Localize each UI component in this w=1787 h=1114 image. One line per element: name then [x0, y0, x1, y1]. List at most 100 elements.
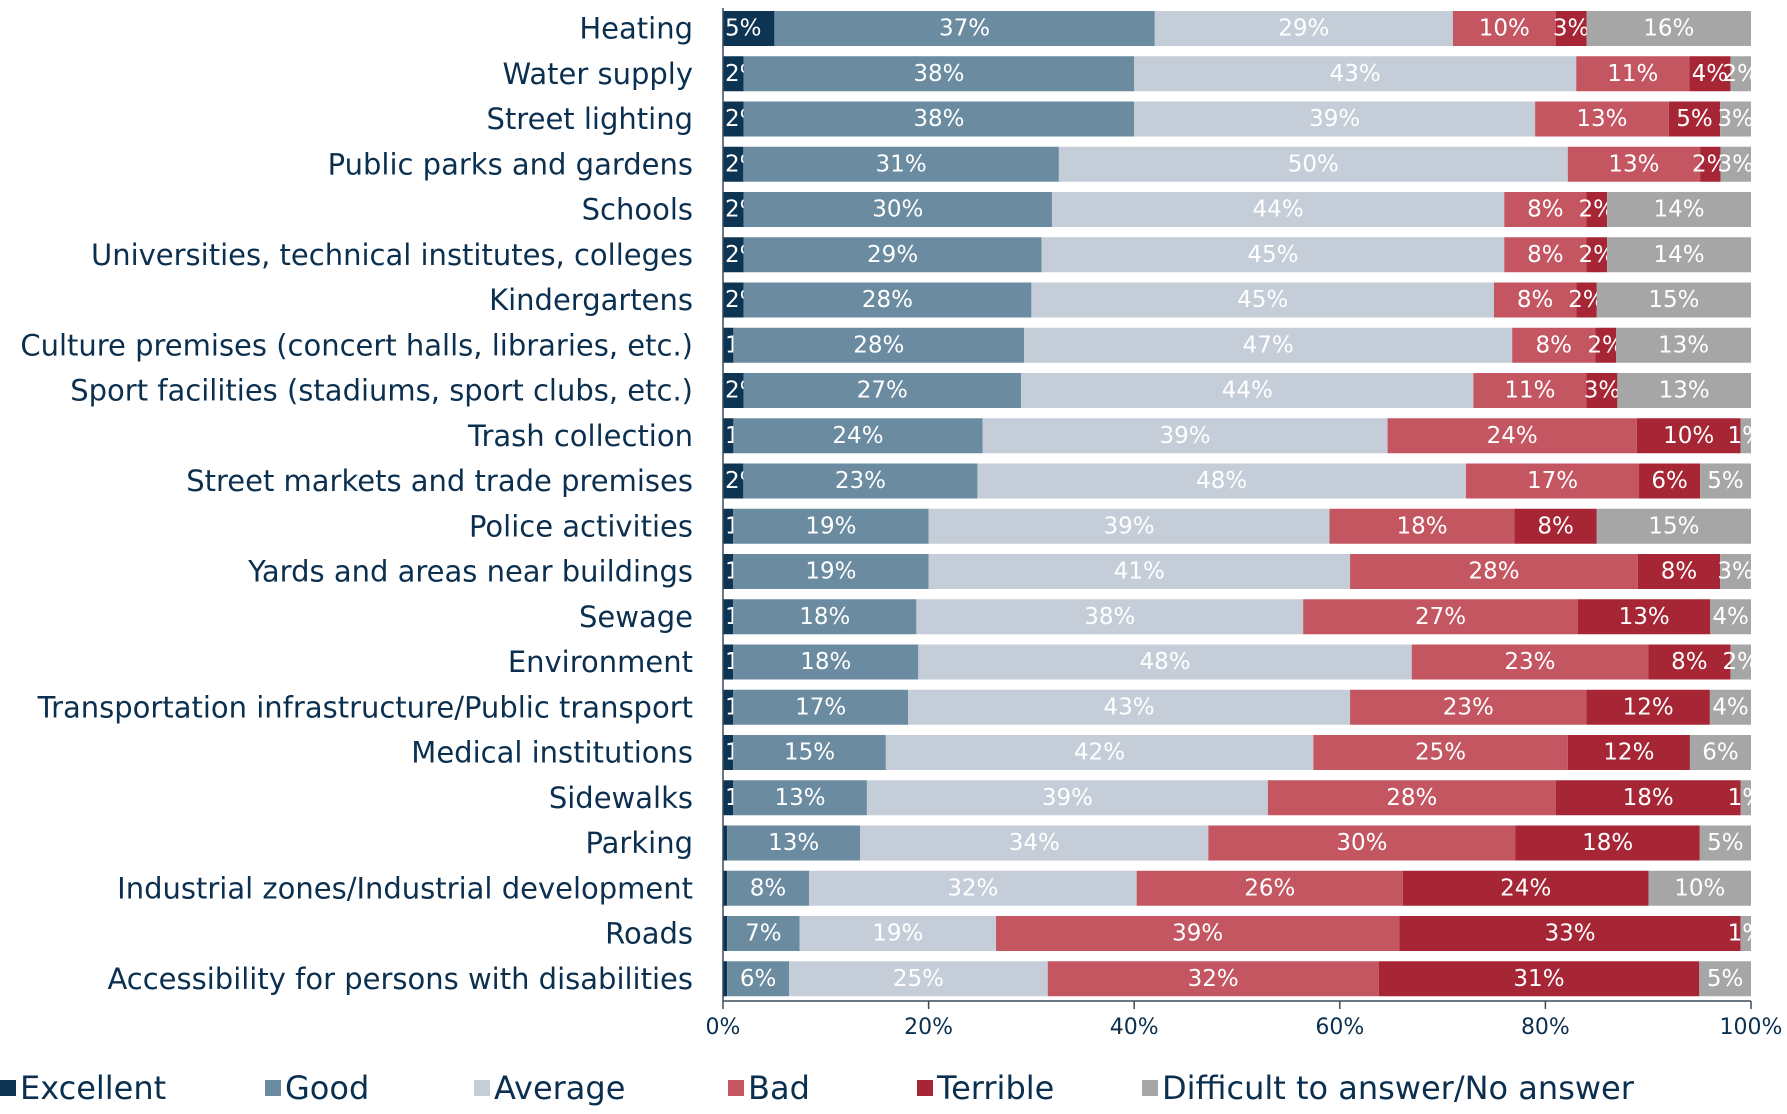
bar-sidewalks-excellent [723, 780, 734, 816]
category-label-universities-technical-institutes-colleges: Universities, technical institutes, coll… [91, 238, 693, 272]
category-label-kindergartens: Kindergartens [489, 283, 693, 317]
bar-street-markets-and-trade-premises-terrible [1639, 463, 1701, 499]
data-label-kindergartens-good: 28% [862, 287, 913, 313]
data-label-trash-collection-bad: 24% [1487, 423, 1538, 449]
legend-swatch-good [265, 1080, 281, 1096]
data-label-roads-good: 7% [745, 921, 782, 947]
bar-industrial-zones-industrial-development-good [727, 870, 810, 906]
bar-culture-premises-concert-halls-libraries-etc-good [733, 327, 1025, 363]
bar-trash-collection-bad [1387, 418, 1637, 454]
x-tick-label-20: 20% [904, 1015, 953, 1040]
bar-public-parks-and-gardens-bad [1567, 146, 1701, 182]
data-label-schools-difficult-to-answer-no-answer: 14% [1653, 197, 1704, 223]
bar-trash-collection-difficult-to-answer-no-answer [1740, 418, 1751, 454]
data-label-yards-and-areas-near-buildings-terrible: 8% [1661, 559, 1698, 585]
bar-yards-and-areas-near-buildings-bad [1350, 554, 1638, 589]
data-label-public-parks-and-gardens-average: 50% [1288, 151, 1339, 177]
bar-roads-bad [996, 916, 1400, 951]
bar-transportation-infrastructure-public-transport-bad [1350, 689, 1587, 725]
bar-kindergartens-average [1031, 282, 1494, 318]
data-label-transportation-infrastructure-public-transport-difficult-to-answer-no-answer: 4% [1712, 694, 1749, 720]
data-label-heating-terrible: 3% [1553, 16, 1590, 42]
data-label-street-lighting-terrible: 5% [1676, 106, 1713, 132]
bar-medical-institutions-difficult-to-answer-no-answer [1689, 735, 1751, 770]
data-label-sewage-good: 18% [799, 604, 850, 630]
category-label-medical-institutions: Medical institutions [411, 736, 693, 770]
bar-water-supply-good [743, 56, 1135, 92]
data-label-kindergartens-average: 45% [1237, 287, 1288, 313]
bar-roads-excellent [723, 916, 728, 951]
data-label-trash-collection-terrible: 10% [1663, 423, 1714, 449]
data-label-roads-bad: 39% [1172, 921, 1223, 947]
data-label-industrial-zones-industrial-development-average: 32% [947, 875, 998, 901]
bar-sport-facilities-stadiums-sport-clubs-etc-good [743, 373, 1022, 408]
data-label-roads-terrible: 33% [1544, 921, 1595, 947]
x-tick-label-60: 60% [1315, 1015, 1364, 1040]
data-label-heating-average: 29% [1278, 16, 1329, 42]
bar-medical-institutions-bad [1313, 735, 1568, 770]
bar-kindergartens-bad [1494, 282, 1577, 318]
bar-police-activities-difficult-to-answer-no-answer [1596, 508, 1751, 544]
bar-water-supply-average [1134, 56, 1577, 92]
data-label-culture-premises-concert-halls-libraries-etc-bad: 8% [1535, 332, 1572, 358]
x-tick-label-40: 40% [1110, 1015, 1159, 1040]
bar-street-lighting-bad [1535, 101, 1669, 137]
data-label-schools-bad: 8% [1527, 197, 1564, 223]
bar-sewage-excellent [723, 599, 734, 635]
data-label-transportation-infrastructure-public-transport-good: 17% [795, 694, 846, 720]
bar-yards-and-areas-near-buildings-difficult-to-answer-no-answer [1720, 554, 1751, 589]
bar-roads-terrible [1399, 916, 1741, 951]
bar-street-markets-and-trade-premises-difficult-to-answer-no-answer [1700, 463, 1751, 499]
data-label-water-supply-good: 38% [913, 61, 964, 87]
data-label-police-activities-good: 19% [805, 513, 856, 539]
bar-sport-facilities-stadiums-sport-clubs-etc-excellent [723, 373, 744, 408]
data-label-accessibility-for-persons-with-disabilities-average: 25% [893, 966, 944, 992]
data-label-trash-collection-average: 39% [1160, 423, 1211, 449]
bar-water-supply-terrible [1689, 56, 1731, 92]
data-label-roads-average: 19% [872, 921, 923, 947]
bar-street-lighting-terrible [1668, 101, 1721, 137]
bar-schools-bad [1504, 192, 1587, 227]
bar-schools-average [1051, 192, 1505, 227]
bar-police-activities-good [733, 508, 929, 544]
bar-street-lighting-difficult-to-answer-no-answer [1720, 101, 1751, 137]
bar-police-activities-bad [1329, 508, 1515, 544]
category-label-industrial-zones-industrial-development: Industrial zones/Industrial development [117, 871, 693, 905]
bar-culture-premises-concert-halls-libraries-etc-average [1024, 327, 1513, 363]
bar-yards-and-areas-near-buildings-average [928, 554, 1351, 589]
data-label-transportation-infrastructure-public-transport-terrible: 12% [1623, 694, 1674, 720]
data-label-police-activities-terrible: 8% [1537, 513, 1574, 539]
data-label-water-supply-terrible: 4% [1692, 61, 1729, 87]
bar-schools-good [743, 192, 1052, 227]
data-label-sidewalks-bad: 28% [1386, 785, 1437, 811]
data-label-water-supply-bad: 11% [1607, 61, 1658, 87]
category-label-sport-facilities-stadiums-sport-clubs-etc: Sport facilities (stadiums, sport clubs,… [70, 374, 693, 408]
category-label-street-markets-and-trade-premises: Street markets and trade premises [186, 464, 693, 498]
bar-accessibility-for-persons-with-disabilities-terrible [1378, 961, 1700, 997]
category-label-yards-and-areas-near-buildings: Yards and areas near buildings [247, 555, 693, 589]
data-label-kindergartens-difficult-to-answer-no-answer: 15% [1648, 287, 1699, 313]
bar-accessibility-for-persons-with-disabilities-bad [1047, 961, 1379, 997]
data-label-police-activities-difficult-to-answer-no-answer: 15% [1648, 513, 1699, 539]
data-label-yards-and-areas-near-buildings-bad: 28% [1468, 559, 1519, 585]
bar-industrial-zones-industrial-development-excellent [723, 870, 728, 906]
bar-sport-facilities-stadiums-sport-clubs-etc-average [1021, 373, 1474, 408]
data-label-accessibility-for-persons-with-disabilities-terrible: 31% [1513, 966, 1564, 992]
bar-yards-and-areas-near-buildings-good [733, 554, 929, 589]
bar-transportation-infrastructure-public-transport-difficult-to-answer-no-answer [1709, 689, 1751, 725]
data-label-sidewalks-terrible: 18% [1623, 785, 1674, 811]
bar-universities-technical-institutes-colleges-bad [1504, 237, 1587, 273]
data-label-sport-facilities-stadiums-sport-clubs-etc-good: 27% [857, 378, 908, 404]
bar-sidewalks-difficult-to-answer-no-answer [1740, 780, 1751, 816]
bar-sidewalks-good [733, 780, 867, 816]
bar-roads-difficult-to-answer-no-answer [1740, 916, 1751, 951]
x-tick-label-80: 80% [1521, 1015, 1570, 1040]
category-label-accessibility-for-persons-with-disabilities: Accessibility for persons with disabilit… [107, 962, 693, 996]
data-label-street-markets-and-trade-premises-terrible: 6% [1651, 468, 1688, 494]
bar-trash-collection-good [733, 418, 983, 454]
data-label-roads-difficult-to-answer-no-answer: 1% [1728, 921, 1765, 947]
data-label-street-lighting-bad: 13% [1576, 106, 1627, 132]
bar-schools-difficult-to-answer-no-answer [1607, 192, 1751, 227]
data-label-sewage-terrible: 13% [1619, 604, 1670, 630]
